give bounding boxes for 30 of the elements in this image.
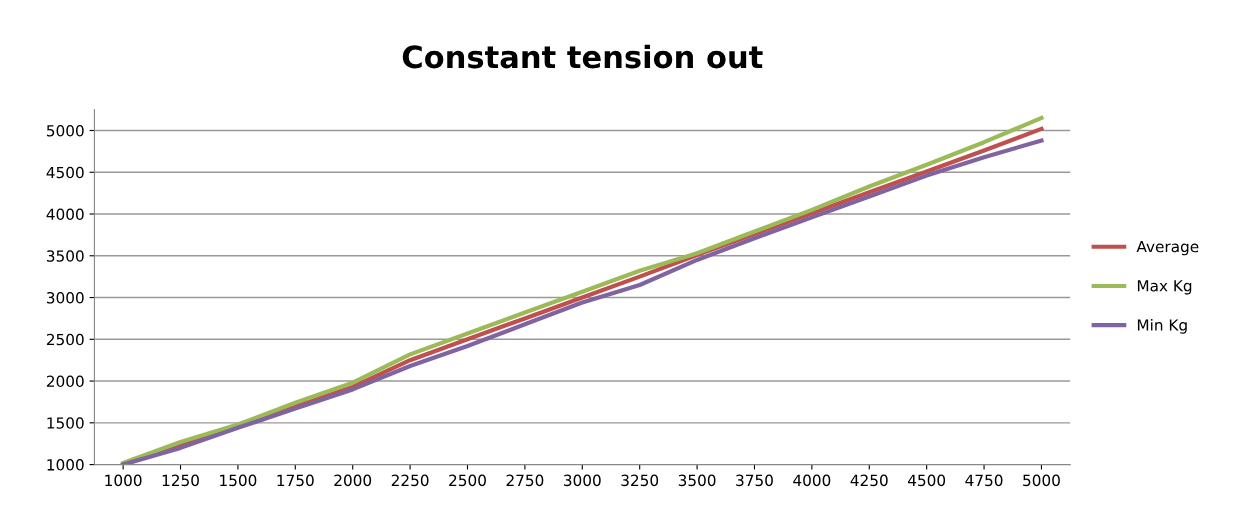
y-tick-label: 3500 xyxy=(46,250,84,262)
x-tick-label: 1250 xyxy=(162,474,199,487)
x-tick-label: 1750 xyxy=(277,474,314,487)
y-tick-label: 2000 xyxy=(46,375,84,388)
x-tick-label: 2250 xyxy=(391,474,429,487)
x-tick-label: 3750 xyxy=(736,474,773,487)
y-tick-label: 5000 xyxy=(47,124,84,137)
x-tick-label: 4000 xyxy=(793,474,831,487)
y-tick-label: 1500 xyxy=(47,417,84,429)
x-tick-label: 2500 xyxy=(449,474,486,487)
x-tick-label: 3500 xyxy=(678,474,716,487)
y-tick-label: 2500 xyxy=(46,333,84,346)
y-tick-label: 1000 xyxy=(47,459,84,471)
legend-label: Min Kg xyxy=(1137,318,1187,334)
x-tick-label: 1500 xyxy=(220,474,257,487)
x-tick-label: 2000 xyxy=(334,474,372,487)
x-tick-label: 3000 xyxy=(564,474,601,487)
x-tick-label: 4750 xyxy=(965,474,1003,487)
x-tick-label: 4250 xyxy=(850,474,888,487)
x-tick-label: 1000 xyxy=(105,474,142,487)
legend-label: Average xyxy=(1136,240,1199,256)
chart-title: Constant tension out xyxy=(402,44,763,69)
y-tick-label: 3000 xyxy=(46,292,84,304)
y-tick-label: 4500 xyxy=(46,166,84,179)
x-tick-label: 2750 xyxy=(506,474,544,487)
x-tick-label: 3250 xyxy=(621,474,659,487)
y-tick-label: 4000 xyxy=(46,208,84,221)
x-tick-label: 5000 xyxy=(1023,474,1060,487)
legend-label: Max Kg xyxy=(1137,280,1192,295)
x-tick-label: 4500 xyxy=(907,474,946,487)
